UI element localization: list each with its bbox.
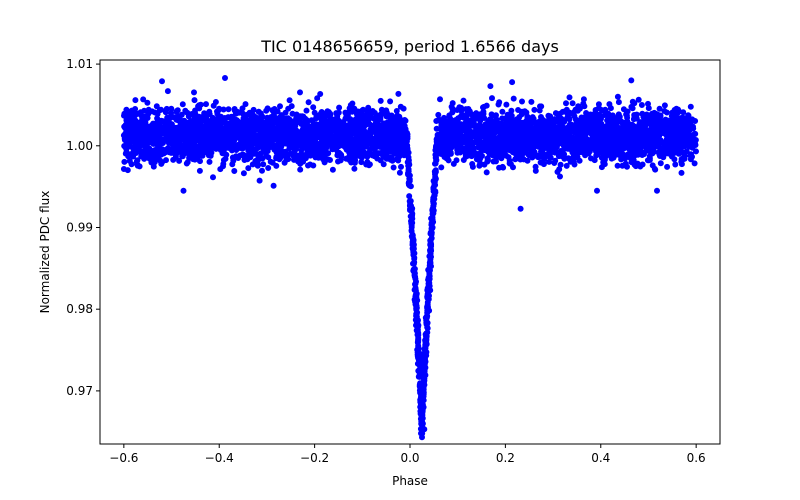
- x-tick-label: 0.4: [591, 451, 610, 465]
- scatter-points: [120, 75, 699, 441]
- x-tick-label: 0.6: [687, 451, 706, 465]
- y-axis-label: Normalized PDC flux: [38, 191, 52, 314]
- y-tick-label: 0.98: [66, 302, 93, 316]
- y-tick-label: 1.00: [66, 139, 93, 153]
- x-tick-label: 0.0: [400, 451, 419, 465]
- x-tick-label: −0.2: [300, 451, 329, 465]
- y-tick-label: 0.99: [66, 220, 93, 234]
- x-tick-label: 0.2: [496, 451, 515, 465]
- y-axis-ticks: 0.97 0.98 0.99 1.00 1.01: [66, 57, 100, 398]
- x-axis-ticks: −0.6 −0.4 −0.2 0.0 0.2 0.4 0.6: [109, 444, 706, 465]
- y-tick-label: 1.01: [66, 57, 93, 71]
- data-markers: [120, 75, 699, 441]
- y-tick-label: 0.97: [66, 384, 93, 398]
- chart-title: TIC 0148656659, period 1.6566 days: [260, 37, 559, 56]
- x-tick-label: −0.4: [205, 451, 234, 465]
- x-axis-label: Phase: [392, 474, 428, 488]
- x-tick-label: −0.6: [109, 451, 138, 465]
